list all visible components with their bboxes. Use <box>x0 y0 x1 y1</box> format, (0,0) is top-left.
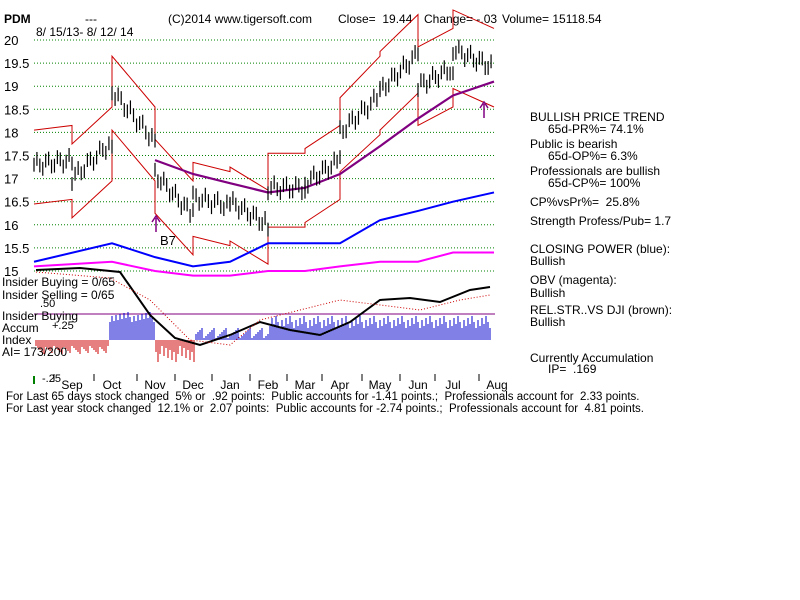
symbol-label: PDM <box>4 12 31 26</box>
cpvspr-value: CP%vsPr%= 25.8% <box>530 195 640 209</box>
axis-label-25: +.25 <box>52 320 74 332</box>
closing-power-title: CLOSING POWER (blue): <box>530 242 671 256</box>
accum-title: Currently Accumulation <box>530 351 654 365</box>
price-tick-label: 17 <box>4 172 18 187</box>
relative-strength-line <box>35 266 491 347</box>
obv-title: OBV (magenta): <box>530 273 617 287</box>
closing-power-value: Bullish <box>530 254 566 268</box>
index-label: Index <box>2 333 32 347</box>
annotation-b7: B7 <box>160 233 176 248</box>
rs-moving-average <box>35 271 491 346</box>
month-tick-label: Nov <box>144 378 165 392</box>
pr-value: 65d-PR%= 74.1% <box>548 122 644 136</box>
lower-band <box>33 87 495 265</box>
buy-arrow-icon <box>479 100 489 118</box>
date-range-label: 8/ 15/13- 8/ 12/ 14 <box>36 25 134 39</box>
relstr-title: REL.STR..VS DJI (brown): <box>530 303 673 317</box>
cp-value: 65d-CP%= 100% <box>548 176 641 190</box>
month-tick-label: Jun <box>408 378 427 392</box>
op-value: 65d-OP%= 6.3% <box>548 149 638 163</box>
change-label: Change= -.03 <box>424 12 498 26</box>
price-tick-label: 15.5 <box>4 241 29 256</box>
month-tick-label: Dec <box>182 378 203 392</box>
month-tick-label: Oct <box>103 378 122 392</box>
copyright-label: (C)2014 www.tigersoft.com <box>168 12 313 26</box>
upper-band <box>33 9 495 192</box>
ip-value: IP= .169 <box>548 362 597 376</box>
trend-title: BULLISH PRICE TREND <box>530 110 665 124</box>
relstr-value: Bullish <box>530 315 566 329</box>
buy-arrow-icon <box>151 214 161 232</box>
month-tick-label: Sep <box>61 378 83 392</box>
public-title: Public is bearish <box>530 137 618 151</box>
price-tick-label: 15 <box>4 264 18 279</box>
insider-buying-label: Insider Buying <box>2 309 79 323</box>
price-tick-label: 17.5 <box>4 149 29 164</box>
price-tick-label: 16.5 <box>4 195 29 210</box>
price-tick-label: 19.5 <box>4 56 29 71</box>
strength-value: Strength Profess/Pub= 1.7 <box>530 214 672 228</box>
price-tick-label: 16 <box>4 218 18 233</box>
close-label: Close= 19.44 <box>338 12 413 26</box>
month-tick-label: Apr <box>331 378 350 392</box>
obv-value: Bullish <box>530 286 566 300</box>
price-tick-label: 19 <box>4 79 18 94</box>
price-tick-label: 20 <box>4 33 18 48</box>
series-line-obv <box>33 251 494 277</box>
series-line-closing-power <box>33 191 495 268</box>
insider-buying-ratio: Insider Buying = 0/65 <box>2 275 116 289</box>
price-tick-label: 18 <box>4 125 18 140</box>
insider-selling-ratio: Insider Selling = 0/65 <box>2 288 115 302</box>
axis-label-50: .50 <box>40 298 56 310</box>
month-tick-label: Aug <box>486 378 507 392</box>
month-tick-label: Jan <box>220 378 239 392</box>
volume-label: Volume= 15118.54 <box>502 12 602 26</box>
ai-label: AI= 173/200 <box>2 345 68 359</box>
month-tick-label: Feb <box>258 378 279 392</box>
accum-label: Accum <box>2 321 39 335</box>
series-line-65-day-ma <box>154 80 495 194</box>
price-tick-label: 18.5 <box>4 102 29 117</box>
pros-title: Professionals are bullish <box>530 164 661 178</box>
footer-line-1: For Last 65 days stock changed 5% or .92… <box>6 391 640 403</box>
footer-line-2: For Last year stock changed 12.1% or 2.0… <box>6 403 644 415</box>
dashes-label: --- <box>85 12 97 26</box>
axis-label-neg25: -.25 <box>42 373 61 385</box>
month-tick-label: Jul <box>445 378 460 392</box>
month-tick-label: May <box>369 378 392 392</box>
month-tick-label: Mar <box>295 378 316 392</box>
